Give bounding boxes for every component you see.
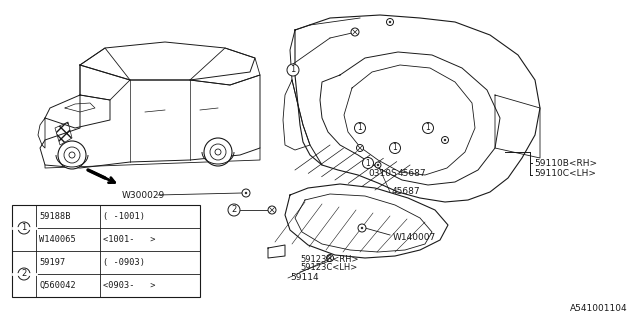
Circle shape bbox=[245, 192, 247, 194]
Text: 45687: 45687 bbox=[398, 170, 427, 179]
Circle shape bbox=[287, 64, 299, 76]
Polygon shape bbox=[55, 122, 72, 145]
Text: 59197: 59197 bbox=[39, 258, 65, 267]
Bar bbox=[12, 205, 200, 297]
Circle shape bbox=[387, 19, 394, 26]
Text: 59123B<RH>: 59123B<RH> bbox=[300, 254, 358, 263]
Text: W140007: W140007 bbox=[393, 233, 436, 242]
Circle shape bbox=[442, 137, 449, 143]
Text: ( -0903): ( -0903) bbox=[103, 258, 145, 267]
Circle shape bbox=[351, 28, 359, 36]
Text: W300029: W300029 bbox=[122, 190, 165, 199]
Circle shape bbox=[18, 268, 30, 280]
Circle shape bbox=[377, 164, 379, 166]
Text: <0903-   >: <0903- > bbox=[103, 281, 156, 290]
Circle shape bbox=[228, 204, 240, 216]
Text: 2: 2 bbox=[21, 269, 27, 278]
Text: 59188B: 59188B bbox=[39, 212, 70, 221]
Circle shape bbox=[268, 206, 276, 214]
Text: 1: 1 bbox=[291, 66, 296, 75]
Text: 59110C<LH>: 59110C<LH> bbox=[534, 170, 596, 179]
Circle shape bbox=[361, 227, 363, 229]
Text: 1: 1 bbox=[365, 158, 371, 167]
Circle shape bbox=[204, 138, 232, 166]
Circle shape bbox=[422, 123, 433, 133]
Circle shape bbox=[375, 162, 381, 168]
Text: 1: 1 bbox=[358, 124, 362, 132]
Text: A541001104: A541001104 bbox=[570, 304, 628, 313]
Text: 1: 1 bbox=[392, 143, 397, 153]
Text: 59114: 59114 bbox=[290, 274, 319, 283]
Circle shape bbox=[389, 21, 391, 23]
Circle shape bbox=[356, 145, 364, 151]
Text: W140065: W140065 bbox=[39, 235, 76, 244]
Text: <1001-   >: <1001- > bbox=[103, 235, 156, 244]
Text: ( -1001): ( -1001) bbox=[103, 212, 145, 221]
Circle shape bbox=[362, 157, 374, 169]
Text: 59123C<LH>: 59123C<LH> bbox=[300, 263, 357, 273]
Circle shape bbox=[326, 254, 333, 261]
Text: Q560042: Q560042 bbox=[39, 281, 76, 290]
Circle shape bbox=[390, 142, 401, 154]
Circle shape bbox=[444, 139, 446, 141]
Text: 1: 1 bbox=[426, 124, 430, 132]
Text: 59110B<RH>: 59110B<RH> bbox=[534, 159, 597, 169]
Text: 2: 2 bbox=[232, 205, 237, 214]
Text: 1: 1 bbox=[21, 223, 27, 233]
Circle shape bbox=[355, 123, 365, 133]
Text: 45687: 45687 bbox=[392, 188, 420, 196]
Circle shape bbox=[18, 222, 30, 234]
Text: 0310S: 0310S bbox=[368, 170, 397, 179]
Circle shape bbox=[358, 224, 366, 232]
Circle shape bbox=[58, 141, 86, 169]
Circle shape bbox=[242, 189, 250, 197]
